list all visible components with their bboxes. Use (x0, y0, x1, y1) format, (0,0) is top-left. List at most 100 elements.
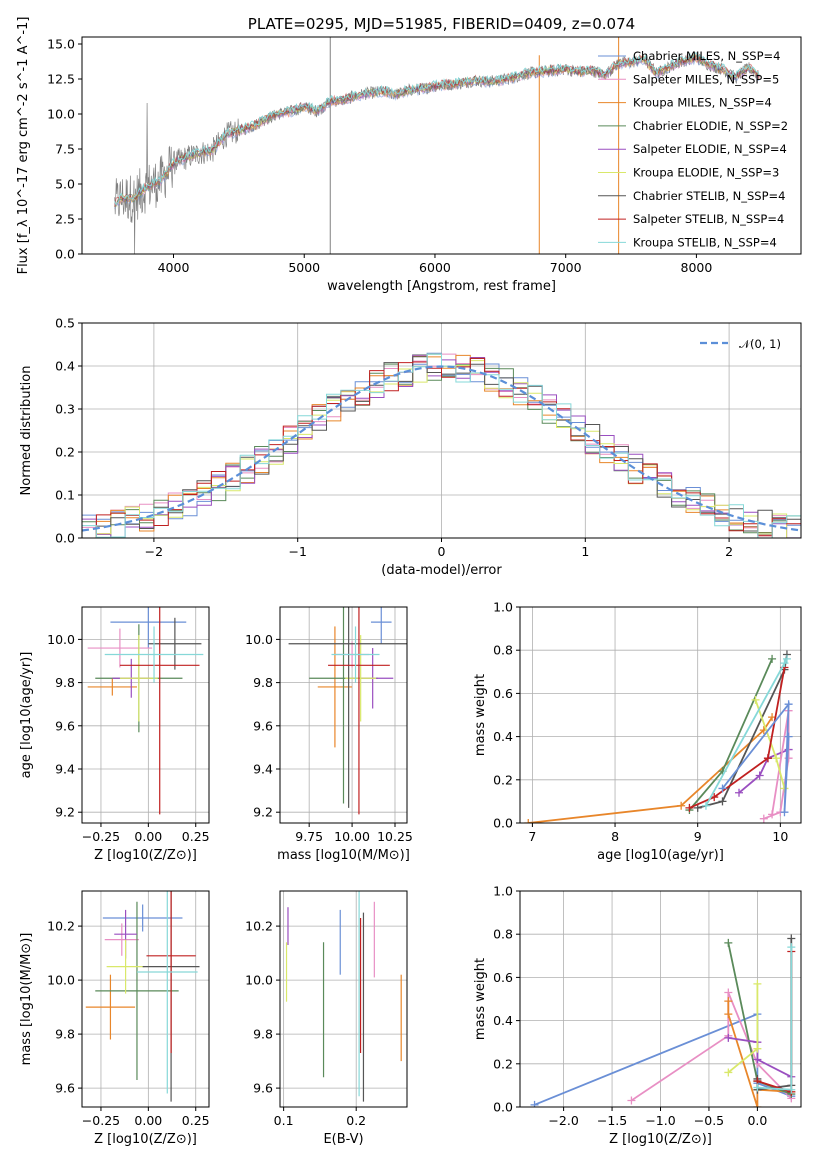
legend-entry: Kroupa MILES, N_SSP=4 (633, 96, 772, 110)
errorbar-chabrier_elodie (95, 901, 179, 1080)
x-tick-label: −0.5 (694, 1113, 724, 1128)
weight-point (753, 1103, 762, 1107)
y-tick-label: 0.0 (55, 247, 75, 262)
x-tick-label: 7000 (550, 260, 582, 275)
weight-point (724, 988, 733, 997)
weight-point (780, 808, 789, 817)
y-tick-label: 0.8 (493, 643, 513, 658)
y-tick-label: 9.8 (55, 675, 75, 690)
x-tick-label: 10.00 (334, 829, 370, 844)
model-spectrum-kroupa_stelib (114, 52, 760, 206)
mass-vs-metallicity-panel: −0.25 0.00 0.25 9.6 9.8 10.0 10.2 Z [log10(Z/Z⊙… (19, 890, 210, 1147)
y-tick-label: 0.2 (493, 1056, 513, 1071)
x-axis-label: wavelength [Angstrom, rest frame] (327, 279, 556, 294)
x-tick-label: 0.0 (747, 1113, 767, 1128)
y-tick-label: 9.2 (253, 805, 273, 820)
x-tick-label: −2.0 (548, 1113, 578, 1128)
y-tick-label: 0.3 (55, 402, 75, 417)
plot-area (85, 891, 200, 1102)
histogram-kroupa_stelib (82, 353, 801, 538)
weight-point (753, 979, 762, 988)
mass-vs-extinction-panel: 0.1 0.2 9.6 9.8 10.0 10.2 E(B-V) (245, 890, 408, 1147)
legend-entry: Chabrier MILES, N_SSP=4 (633, 49, 780, 63)
axes-frame (81, 606, 210, 824)
y-tick-label: 9.8 (253, 675, 273, 690)
weight-point (768, 654, 777, 663)
weight-point (787, 943, 796, 952)
y-tick-label: 9.6 (55, 718, 75, 733)
axes-frame (81, 322, 802, 539)
errorbar-kroupa_miles (87, 678, 137, 696)
weight-point (724, 1068, 733, 1077)
weight-point (751, 695, 760, 704)
errorbar-chabrier_stelib (148, 617, 202, 670)
errorbar-chabrier_miles (370, 607, 392, 644)
legend-entry: Chabrier ELODIE, N_SSP=2 (633, 119, 788, 133)
x-tick-label: 0.2 (346, 1113, 366, 1128)
weight-point (718, 797, 727, 806)
x-tick-label: −0.25 (82, 1113, 120, 1128)
plot-area (285, 891, 402, 1102)
y-tick-label: 0.0 (493, 1100, 513, 1115)
plot-area (524, 650, 793, 823)
errorbar-kroupa_stelib (104, 626, 204, 683)
x-axis-label: mass [log10(M/M⊙)] (277, 848, 410, 863)
y-tick-label: 9.6 (55, 1081, 75, 1096)
x-tick-label: −1.0 (645, 1113, 675, 1128)
errorbar-kroupa_stelib (331, 626, 380, 683)
weight-point (780, 659, 789, 668)
axes-frame (279, 606, 408, 824)
y-tick-label: 9.8 (55, 1027, 75, 1042)
errorbar-salpeter_stelib (328, 607, 390, 815)
plot-area (114, 37, 760, 254)
axes-frame (279, 890, 408, 1108)
errorbar-chabrier_miles (102, 904, 183, 932)
x-tick-label: 4000 (158, 260, 190, 275)
axes-frame (519, 890, 802, 1108)
errorbar-salpeter_stelib (146, 891, 196, 1053)
errorbar-kroupa_elodie (345, 635, 377, 722)
x-axis-label: Z [log10(Z/Z⊙)] (609, 1132, 712, 1147)
errorbar-salpeter_miles (87, 628, 153, 668)
plot-area (87, 607, 204, 815)
x-tick-label: 8 (611, 829, 619, 844)
errorbar-chabrier_stelib (288, 607, 407, 808)
x-tick-label: 7 (528, 829, 536, 844)
y-tick-label: 5.0 (55, 177, 75, 192)
y-tick-label: 0.1 (55, 488, 75, 503)
y-tick-label: 10.0 (47, 107, 75, 122)
weight-point (787, 1085, 796, 1094)
x-axis-label: Z [log10(Z/Z⊙)] (94, 848, 197, 863)
y-axis-label: mass [log10(M/M⊙)] (19, 933, 34, 1066)
x-tick-label: 5000 (288, 260, 320, 275)
y-tick-label: 0.5 (55, 316, 75, 331)
x-axis-label: (data-model)/error (381, 563, 502, 578)
axes-frame (519, 606, 802, 824)
x-tick-label: 10.25 (377, 829, 413, 844)
weight-line-salpeter_stelib (689, 667, 786, 809)
weight-point (735, 788, 744, 797)
y-tick-label: 0.6 (493, 686, 513, 701)
y-tick-label: 0.8 (493, 927, 513, 942)
errorbar-kroupa_elodie (119, 635, 158, 722)
x-tick-label: 0.00 (134, 829, 162, 844)
weight-point (763, 754, 772, 763)
y-tick-label: 0.4 (493, 1013, 513, 1028)
histogram-salpeter_stelib (82, 357, 801, 538)
weight-point (627, 1096, 636, 1105)
legend-entry: Salpeter ELODIE, N_SSP=4 (633, 142, 787, 156)
x-axis-label: age [log10(age/yr)] (597, 848, 724, 863)
x-tick-label: 0.25 (182, 829, 210, 844)
normal-distribution-curve (82, 365, 801, 532)
weight-point (701, 801, 710, 810)
x-tick-label: −1 (288, 544, 306, 559)
x-tick-label: 10 (772, 829, 788, 844)
y-tick-label: 7.5 (55, 142, 75, 157)
y-tick-label: 9.6 (253, 1081, 273, 1096)
y-tick-label: 9.4 (253, 762, 273, 777)
y-tick-label: 15.0 (47, 37, 75, 52)
x-tick-label: 0.1 (274, 1113, 294, 1128)
y-tick-label: 0.6 (493, 970, 513, 985)
x-tick-label: 0.25 (182, 1113, 210, 1128)
weight-point (755, 771, 764, 780)
